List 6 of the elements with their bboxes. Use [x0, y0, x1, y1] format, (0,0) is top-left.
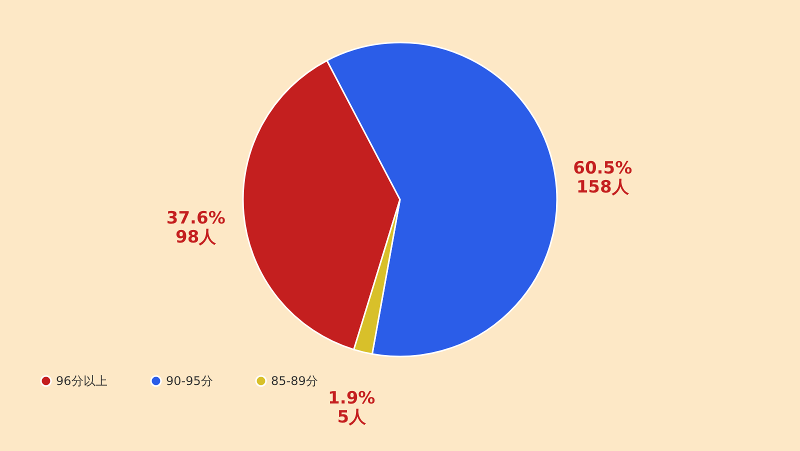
data-label: 37.6% 98人: [166, 208, 226, 248]
data-label: 60.5% 158人: [573, 158, 632, 198]
legend-label: 90-95分: [166, 374, 213, 388]
legend-label: 85-89分: [271, 374, 318, 388]
legend-label: 96分以上: [56, 374, 108, 388]
data-label: 1.9% 5人: [328, 388, 376, 428]
